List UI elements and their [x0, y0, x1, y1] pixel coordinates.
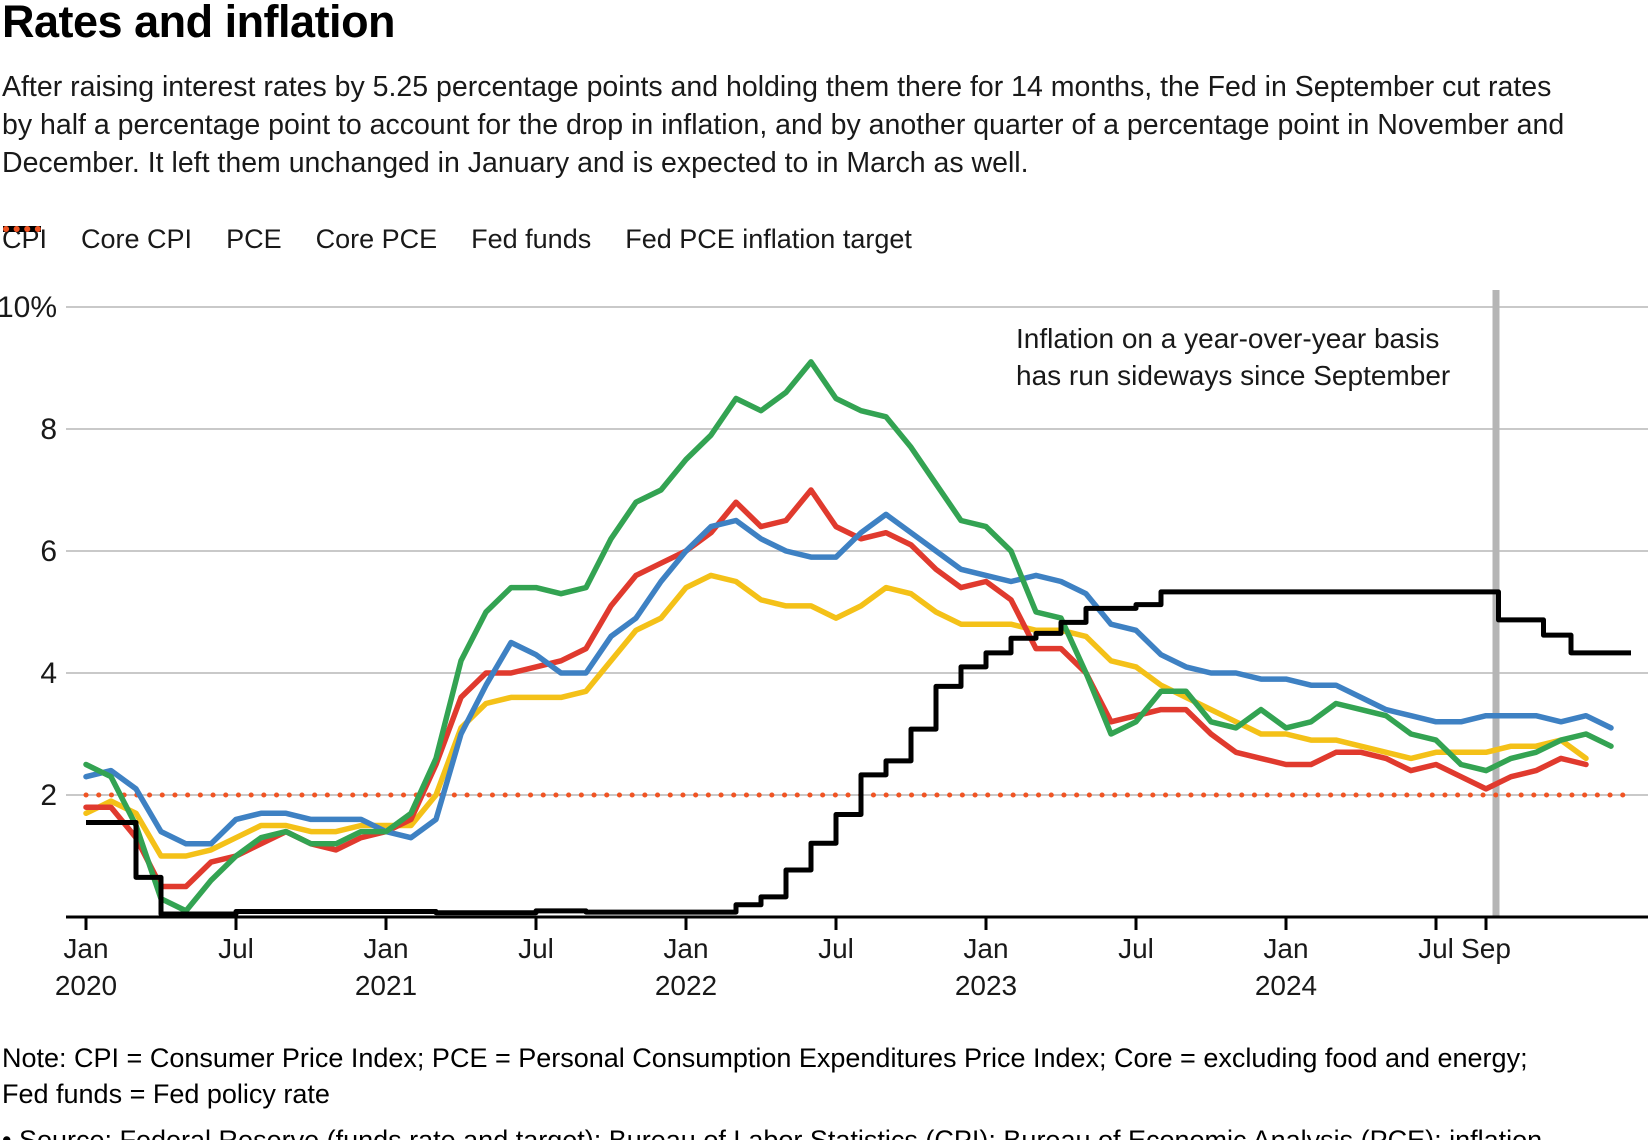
chart-subtitle: After raising interest rates by 5.25 per…	[2, 71, 1565, 179]
note-text: Note: CPI = Consumer Price Index; PCE = …	[2, 1043, 1528, 1109]
legend-label: Fed funds	[471, 224, 592, 254]
legend-item-fed-funds: Fed funds	[3, 224, 592, 255]
legend-label: PCE	[226, 224, 282, 254]
chart-annotation: Inflation on a year-over-year basis has …	[1016, 320, 1450, 394]
series-pce	[83, 487, 1589, 890]
legend-label: Core CPI	[81, 224, 193, 254]
line-swatch-icon	[3, 226, 41, 232]
legend: CPI Core CPI PCE Core PCE Fed funds Fed PCE i…	[2, 224, 912, 255]
x-axis-label: Jul	[1418, 933, 1454, 964]
annotation-line-2: has run sideways since September	[1016, 360, 1451, 391]
series-fed-funds	[86, 589, 1631, 917]
legend-label: Fed PCE inflation target	[625, 224, 912, 254]
y-axis-label: 8	[40, 413, 57, 446]
legend-item-fed-pce-inflation-target: Fed PCE inflation target	[3, 224, 912, 255]
dotted-line-swatch-icon	[3, 226, 42, 232]
y-axis-label: 4	[40, 657, 57, 690]
x-axis-label: Jul	[1118, 933, 1154, 964]
x-axis-label: Jul	[518, 933, 554, 964]
legend-label: Core PCE	[315, 224, 438, 254]
source-text: • Source: Federal Reserve (funds rate an…	[2, 1125, 1543, 1140]
y-axis-label: 6	[40, 535, 57, 568]
x-axis-label: Jan	[963, 933, 1008, 964]
x-axis-label: Jul	[218, 933, 254, 964]
x-axis-year-label: 2023	[955, 970, 1017, 1001]
page-title: Rates and inflation	[2, 0, 396, 47]
series-core-pce	[83, 572, 1589, 859]
x-axis-year-label: 2024	[1255, 970, 1317, 1001]
x-axis-label: Jan	[63, 933, 108, 964]
x-axis-year-label: 2022	[655, 970, 717, 1001]
x-axis-label: Jul	[818, 933, 854, 964]
x-axis-year-label: 2021	[355, 970, 417, 1001]
series-core-cpi	[83, 511, 1614, 847]
x-axis-label: Jan	[1263, 933, 1308, 964]
chart-footnotes: Note: CPI = Consumer Price Index; PCE = …	[2, 1040, 1558, 1140]
x-axis-year-label: 2020	[55, 970, 117, 1001]
x-axis-label: Jan	[363, 933, 408, 964]
y-axis-label: 10%	[0, 291, 57, 324]
y-axis-label: 2	[40, 779, 57, 812]
x-axis-label: Sep	[1461, 933, 1511, 964]
series-cpi	[83, 359, 1614, 914]
x-axis-label: Jan	[663, 933, 708, 964]
annotation-line-1: Inflation on a year-over-year basis	[1016, 323, 1440, 354]
